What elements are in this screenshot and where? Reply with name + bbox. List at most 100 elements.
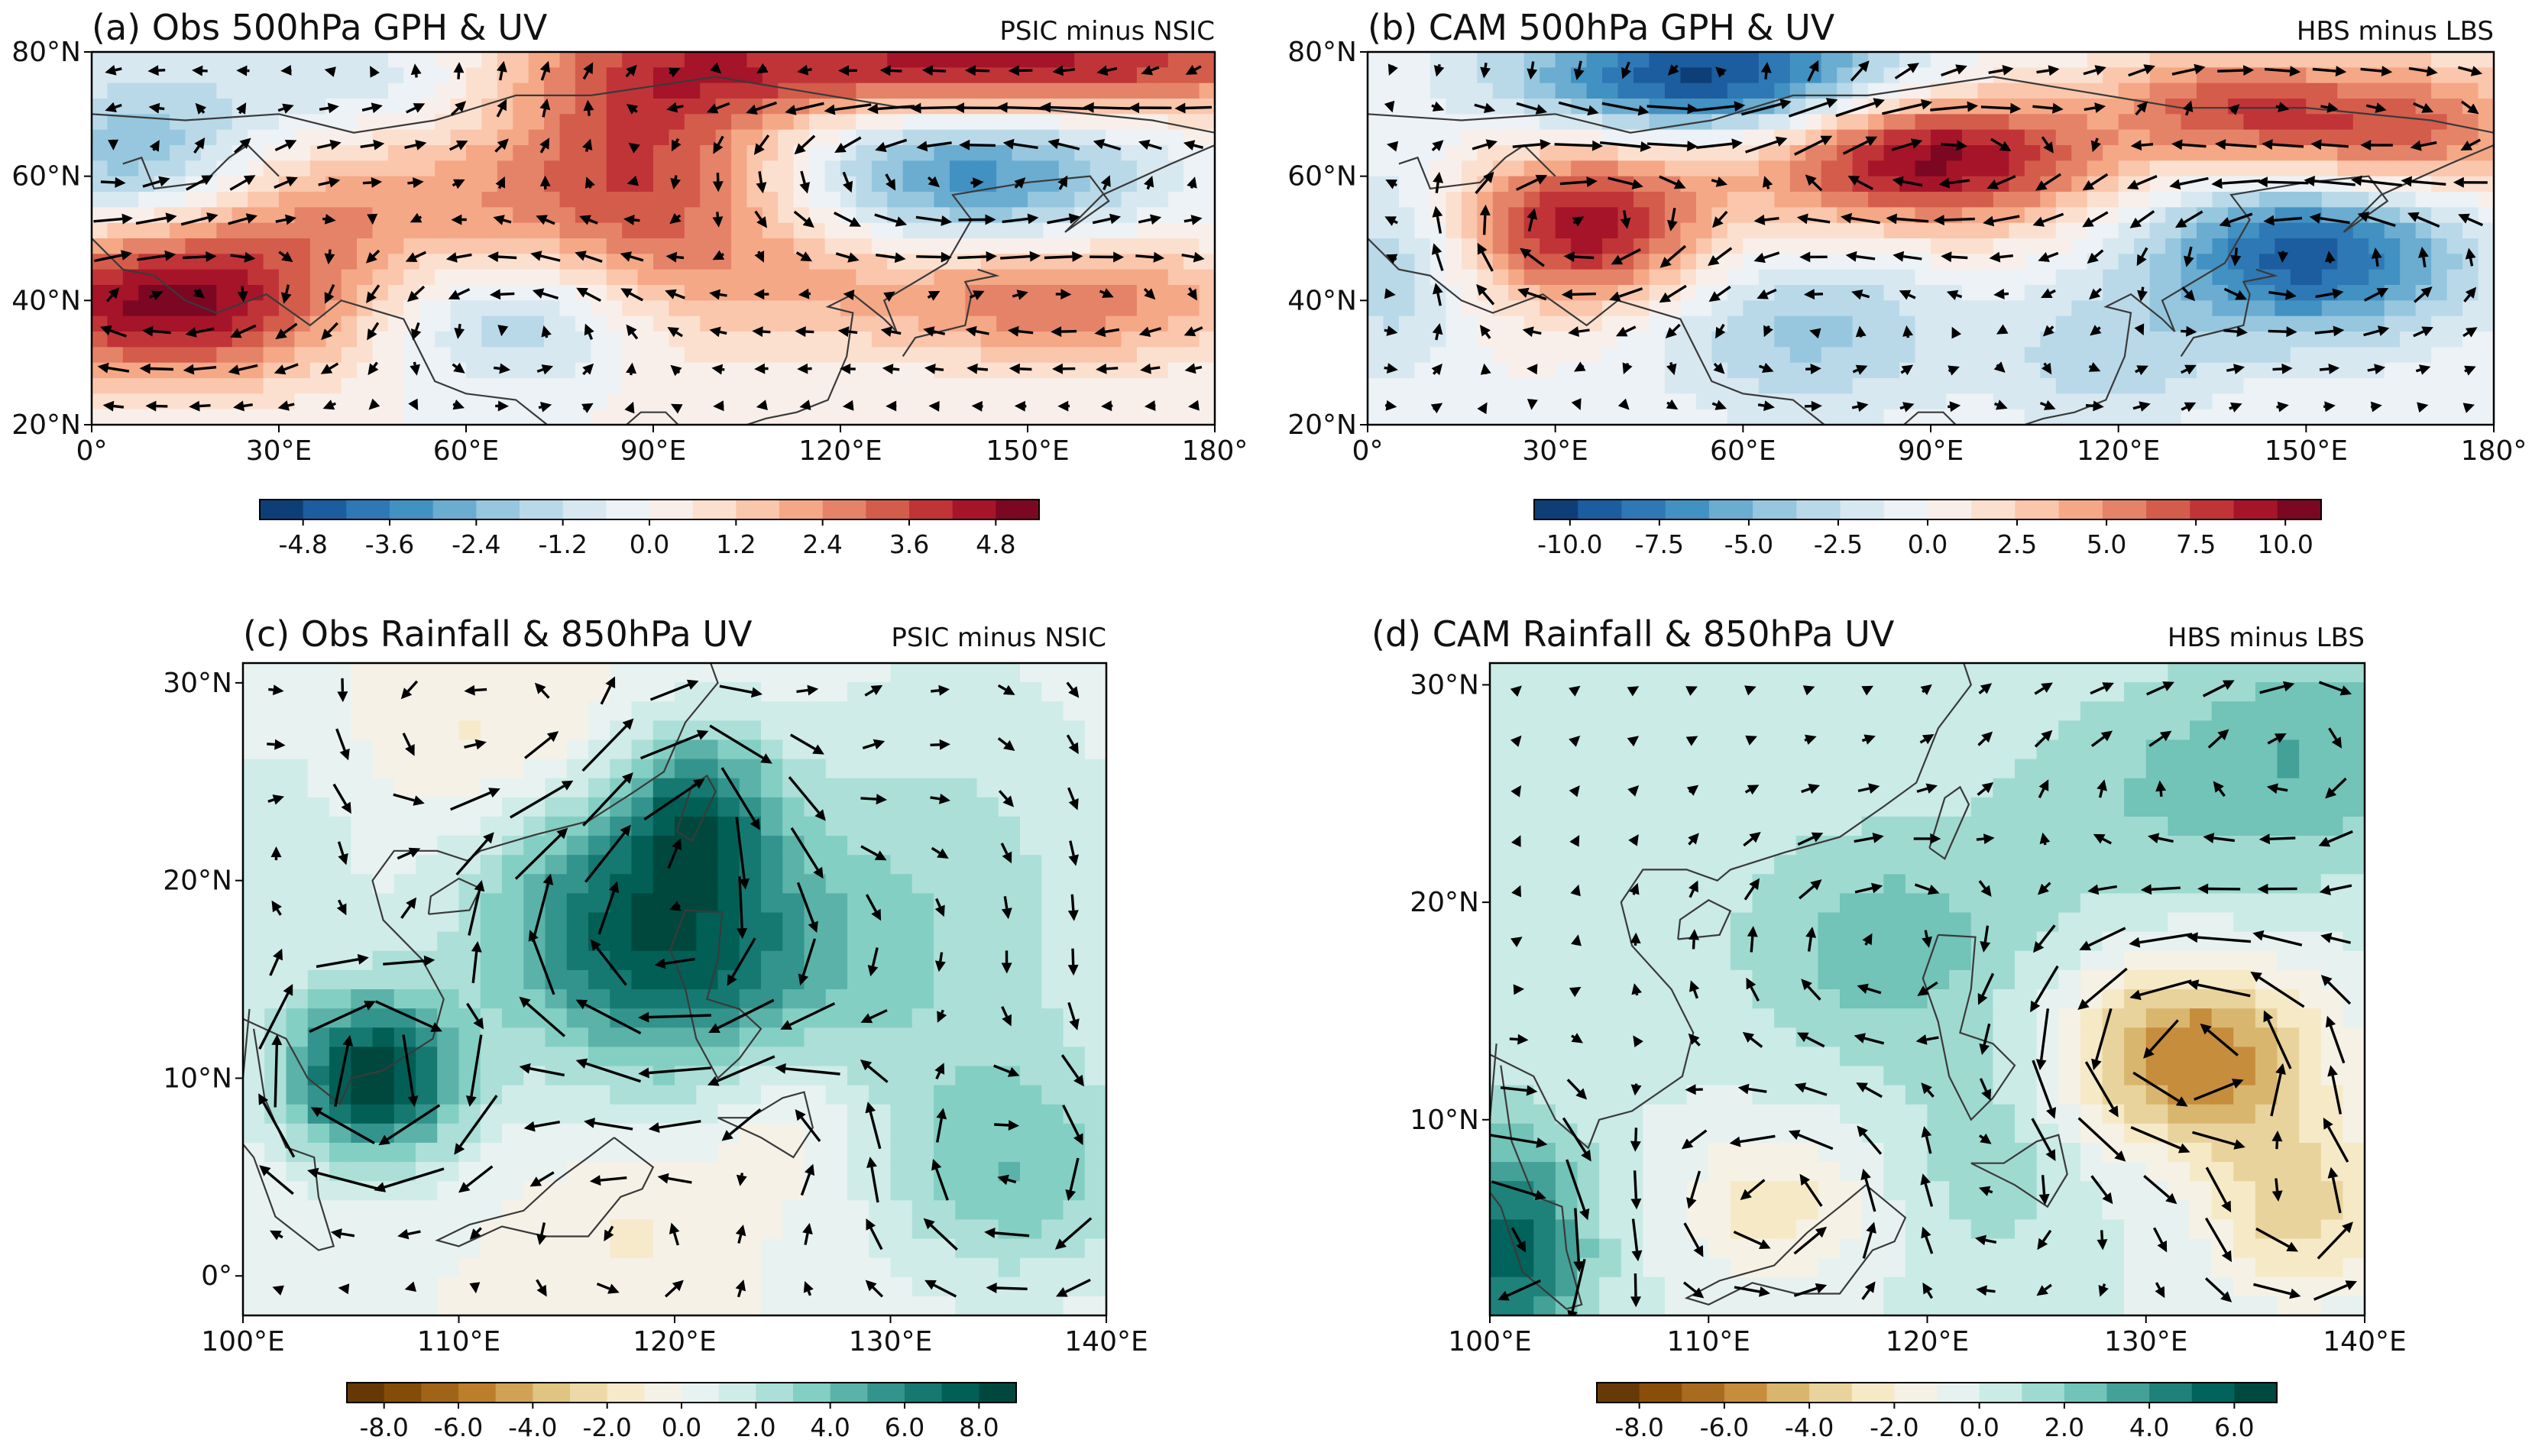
field-cell: [1461, 393, 1478, 410]
field-cell: [840, 238, 857, 255]
field-cell: [559, 99, 576, 115]
field-cell: [980, 315, 997, 332]
field-cell: [248, 332, 264, 348]
field-cell: [286, 720, 309, 741]
field-cell: [497, 222, 514, 239]
field-cell: [286, 836, 309, 856]
field-cell: [653, 207, 670, 224]
field-cell: [286, 701, 309, 722]
field-cell: [980, 145, 997, 162]
field-cell: [1136, 192, 1154, 209]
field-cell: [871, 347, 889, 364]
field-cell: [2258, 254, 2276, 270]
field-cell: [1977, 129, 1994, 146]
field-cell: [715, 222, 732, 239]
field-cell: [739, 1142, 762, 1163]
field-cell: [1136, 238, 1154, 255]
field-cell: [2212, 409, 2229, 425]
field-cell: [1883, 300, 1900, 317]
field-cell: [2040, 192, 2057, 209]
field-cell: [1121, 145, 1138, 162]
field-cell: [1868, 67, 1885, 84]
field-cell: [2149, 192, 2166, 209]
field-cell: [1074, 332, 1091, 348]
field-cell: [341, 160, 358, 177]
wind-arrow: [1384, 216, 1398, 226]
field-cell: [1602, 347, 1619, 364]
field-cell: [2149, 207, 2166, 224]
field-cell: [2352, 254, 2370, 270]
field-cell: [216, 238, 233, 255]
field-cell: [107, 160, 124, 177]
field-cell: [1136, 300, 1154, 317]
field-cell: [778, 315, 795, 332]
field-cell: [1167, 83, 1184, 99]
field-cell: [1012, 238, 1028, 255]
field-cell: [606, 176, 623, 193]
field-cell: [622, 192, 639, 209]
field-cell: [502, 1276, 525, 1297]
field-cell: [450, 83, 467, 99]
field-cell: [419, 409, 435, 425]
field-cell: [138, 114, 155, 131]
field-cell: [1868, 269, 1885, 286]
field-cell: [902, 83, 919, 99]
field-cell: [2181, 145, 2197, 162]
field-cell: [2103, 269, 2119, 286]
field-cell: [480, 682, 503, 703]
field-cell: [200, 393, 218, 410]
panel-a: (a) Obs 500hPa GPH & UV PSIC minus NSIC …: [11, 7, 1248, 559]
field-cell: [200, 362, 218, 379]
field-cell: [154, 300, 170, 317]
field-cell: [1695, 409, 1713, 425]
field-cell: [357, 192, 374, 209]
field-cell: [637, 378, 654, 395]
field-cell: [416, 778, 439, 798]
field-cell: [610, 1142, 633, 1163]
field-cell: [778, 129, 795, 146]
wind-arrow: [915, 215, 953, 226]
field-cell: [1398, 207, 1416, 224]
field-cell: [1183, 315, 1200, 332]
field-cell: [2197, 160, 2213, 177]
field-cell: [2134, 192, 2151, 209]
field-cell: [778, 238, 795, 255]
field-cell: [2431, 52, 2448, 69]
field-cell: [1993, 114, 2010, 131]
field-cell: [1028, 52, 1044, 69]
field-cell: [2258, 83, 2276, 99]
field-cell: [1106, 52, 1122, 69]
field-cell: [2431, 192, 2448, 209]
field-cell: [200, 332, 218, 348]
field-cell: [2352, 269, 2370, 286]
field-cell: [1199, 409, 1215, 425]
field-cell: [513, 254, 529, 270]
x-tick-label: 60°E: [1710, 435, 1776, 467]
field-cell: [2400, 52, 2417, 69]
colorbar-bin: [1971, 500, 2016, 519]
field-cell: [1789, 332, 1807, 348]
panel-c-shading: [243, 663, 1106, 1315]
field-cell: [2337, 114, 2354, 131]
field-cell: [652, 912, 675, 933]
field-cell: [918, 52, 935, 69]
field-cell: [138, 300, 155, 317]
field-cell: [2478, 269, 2494, 286]
field-cell: [675, 1027, 698, 1048]
field-cell: [2431, 269, 2448, 286]
field-cell: [1183, 347, 1200, 364]
field-cell: [575, 160, 592, 177]
field-cell: [1680, 269, 1697, 286]
field-cell: [700, 393, 717, 410]
field-cell: [652, 931, 675, 952]
colorbar-bin: [2058, 500, 2103, 519]
field-cell: [949, 145, 966, 162]
field-cell: [466, 145, 483, 162]
field-cell: [996, 160, 1013, 177]
field-cell: [1028, 409, 1044, 425]
field-cell: [1868, 393, 1885, 410]
field-cell: [622, 315, 639, 332]
field-cell: [1414, 145, 1431, 162]
field-cell: [1383, 347, 1400, 364]
field-cell: [700, 129, 717, 146]
